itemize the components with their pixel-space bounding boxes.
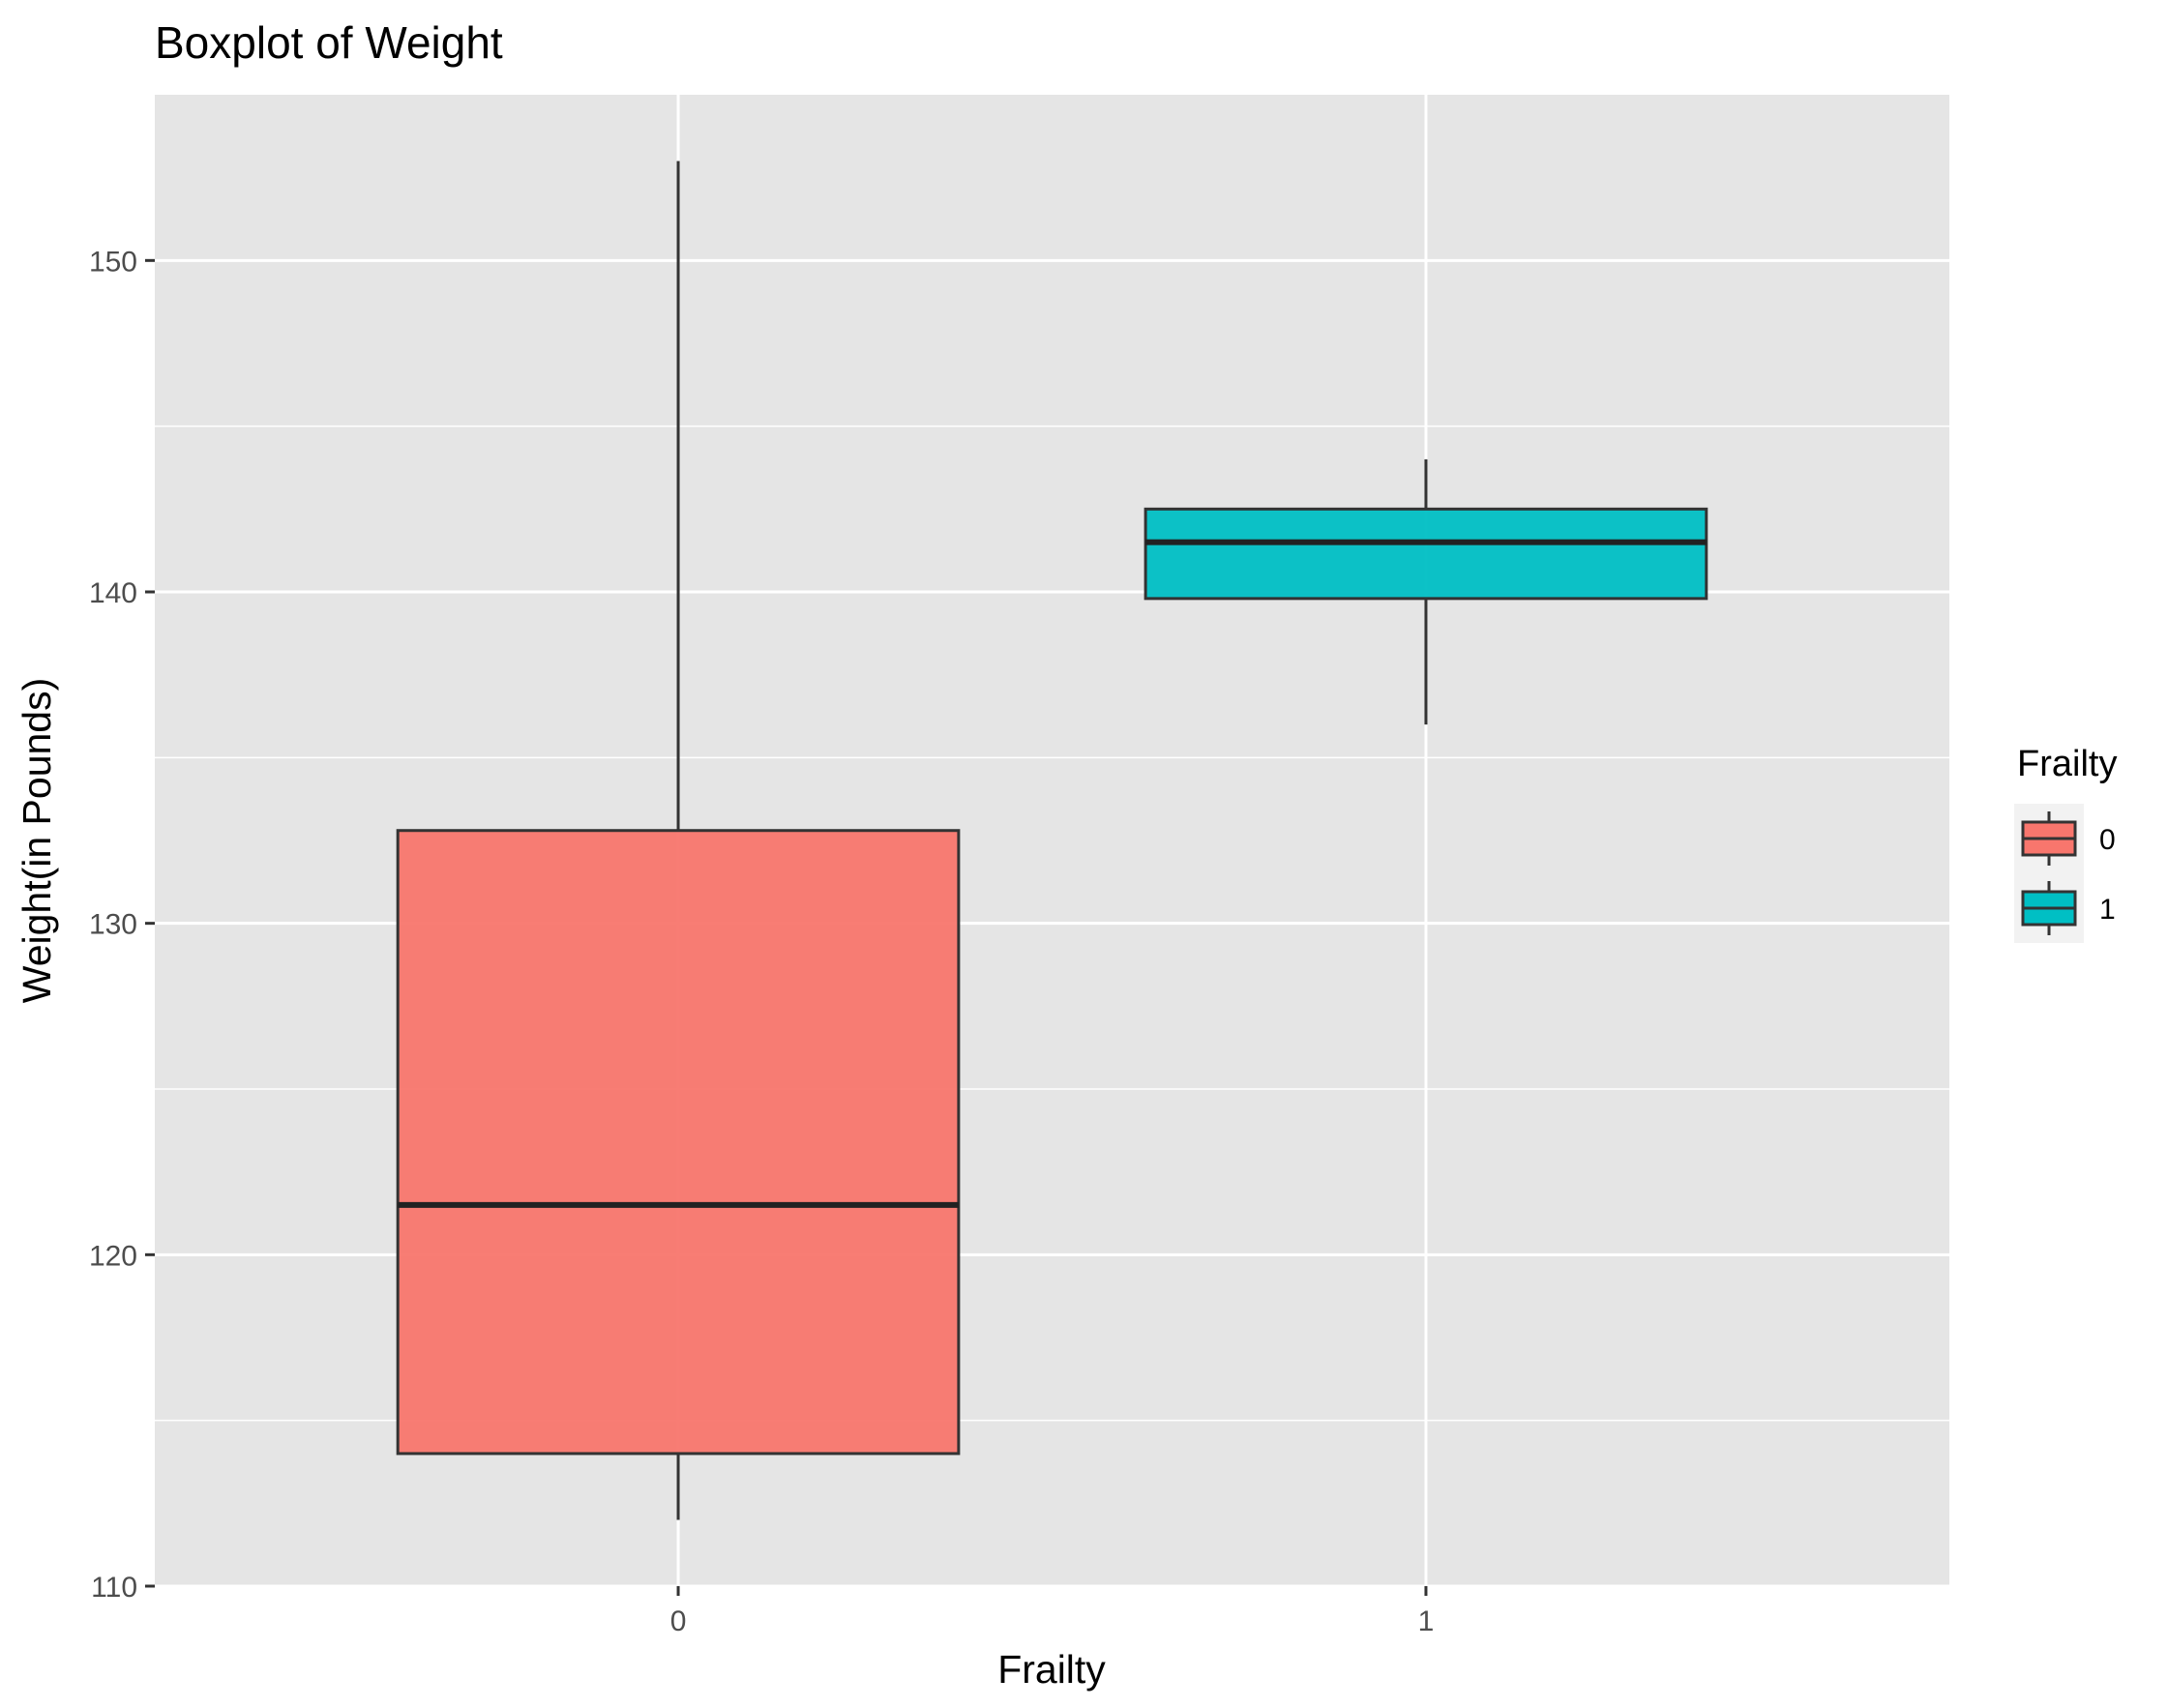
iqr-box xyxy=(1143,507,1708,601)
legend: Frailty 0 1 xyxy=(2014,744,2117,943)
y-tick-label: 120 xyxy=(89,1240,137,1272)
box-0 xyxy=(396,161,961,1520)
x-tick-label: 1 xyxy=(1418,1605,1435,1637)
legend-title: Frailty xyxy=(2017,744,2117,784)
legend-entry-1: 1 xyxy=(2021,881,2116,935)
y-tick-label: 140 xyxy=(89,577,137,609)
box-1 xyxy=(1143,458,1708,725)
y-tick-label: 110 xyxy=(91,1572,137,1604)
legend-entry-0: 0 xyxy=(2021,811,2116,866)
iqr-box xyxy=(396,829,961,1456)
x-axis-title: Frailty xyxy=(997,1647,1106,1692)
y-axis-title: Weight(in Pounds) xyxy=(15,678,59,1004)
y-tick-label: 150 xyxy=(89,246,137,278)
legend-entry-label: 0 xyxy=(2099,824,2116,856)
y-axis: 110 120 130 140 150 xyxy=(89,246,155,1604)
box-series xyxy=(396,161,1708,1520)
legend-entry-label: 1 xyxy=(2099,894,2116,926)
chart-title: Boxplot of Weight xyxy=(155,17,503,68)
x-tick-label: 0 xyxy=(670,1605,687,1637)
y-tick-label: 130 xyxy=(89,909,137,941)
